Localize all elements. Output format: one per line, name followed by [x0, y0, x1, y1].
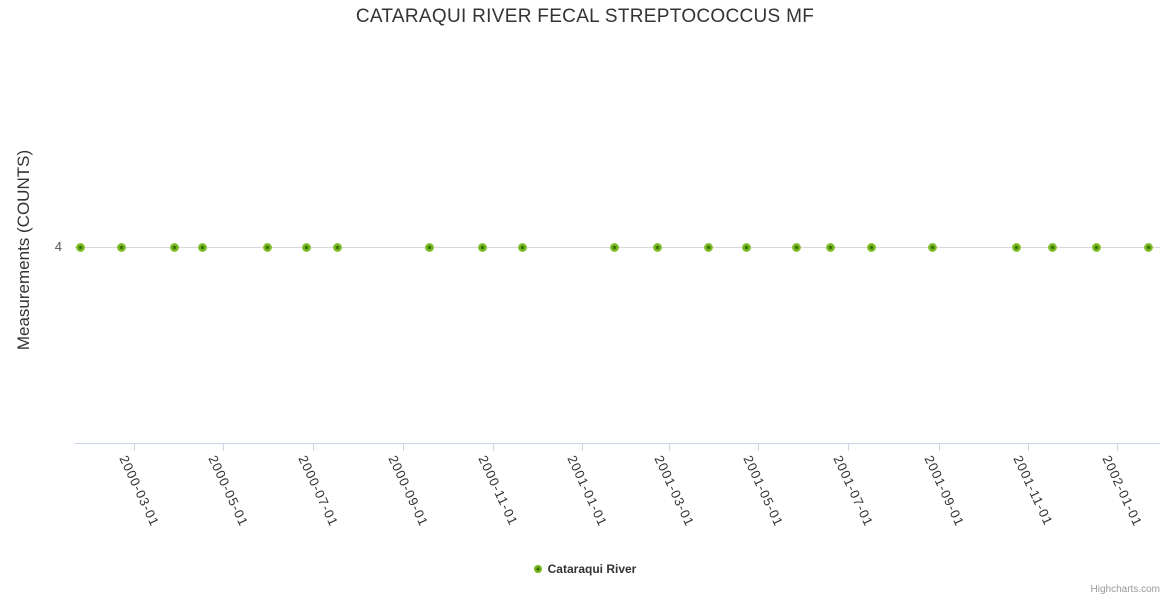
data-point[interactable]	[117, 242, 127, 252]
data-point[interactable]	[1143, 242, 1153, 252]
data-point[interactable]	[1092, 242, 1102, 252]
x-axis-tick-label: 2000-07-01	[295, 453, 342, 529]
legend-marker-icon	[533, 565, 542, 573]
x-axis-tick-label: 2001-01-01	[564, 453, 611, 529]
data-point[interactable]	[262, 242, 272, 252]
data-point[interactable]	[517, 242, 527, 252]
x-axis-tick	[313, 444, 314, 451]
x-axis-tick	[939, 444, 940, 451]
x-axis-tick	[134, 444, 135, 451]
x-axis-line	[75, 443, 1160, 444]
data-point[interactable]	[1011, 242, 1021, 252]
data-point[interactable]	[652, 242, 662, 252]
x-axis-tick-label: 2000-09-01	[385, 453, 432, 529]
x-axis-tick-label: 2001-03-01	[651, 453, 698, 529]
data-point[interactable]	[478, 242, 488, 252]
y-axis-tick-label: 4	[54, 239, 62, 254]
chart-title: CATARAQUI RIVER FECAL STREPTOCOCCUS MF	[355, 6, 815, 27]
legend-item-cataraqui-river[interactable]: Cataraqui River	[0, 562, 1170, 576]
legend-item-label: Cataraqui River	[547, 562, 637, 576]
x-axis-tick-label: 2001-11-01	[1010, 453, 1056, 528]
data-point[interactable]	[866, 242, 876, 252]
x-axis-tick	[1117, 444, 1118, 451]
x-axis-tick	[669, 444, 670, 451]
x-axis-tick	[403, 444, 404, 451]
data-point[interactable]	[76, 242, 86, 252]
data-point[interactable]	[170, 242, 180, 252]
data-point[interactable]	[928, 242, 938, 252]
x-axis-tick-label: 2002-01-01	[1099, 453, 1146, 529]
data-point[interactable]	[302, 242, 312, 252]
x-axis-tick-label: 2001-05-01	[740, 453, 787, 529]
data-point[interactable]	[332, 242, 342, 252]
data-point[interactable]	[791, 242, 801, 252]
data-point[interactable]	[742, 242, 752, 252]
data-point[interactable]	[1048, 242, 1058, 252]
x-axis-tick-label: 2000-03-01	[116, 453, 163, 529]
x-axis-tick-label: 2000-05-01	[205, 453, 252, 529]
highcharts-credits-link[interactable]: Highcharts.com	[1090, 584, 1160, 595]
data-point[interactable]	[425, 242, 435, 252]
data-point[interactable]	[825, 242, 835, 252]
data-point[interactable]	[198, 242, 208, 252]
x-axis-tick	[223, 444, 224, 451]
data-point[interactable]	[610, 242, 620, 252]
x-axis-tick	[582, 444, 583, 451]
data-point[interactable]	[703, 242, 713, 252]
x-axis-tick-label: 2000-11-01	[475, 453, 521, 528]
x-axis-tick-label: 2001-07-01	[830, 453, 877, 529]
x-axis-tick	[848, 444, 849, 451]
x-axis-tick	[493, 444, 494, 451]
x-axis-tick	[1028, 444, 1029, 451]
x-axis-tick-label: 2001-09-01	[921, 453, 968, 529]
x-axis-tick	[758, 444, 759, 451]
